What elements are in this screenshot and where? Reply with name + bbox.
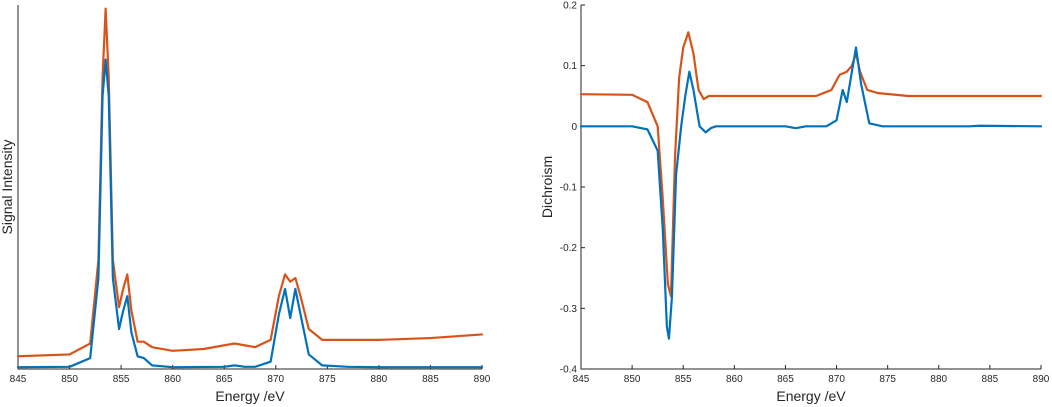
right-x-tick-label: 880 — [930, 374, 947, 385]
right-y-tick-label: 0 — [571, 122, 577, 133]
left-x-tick-label: 850 — [61, 374, 78, 385]
right-x-tick-label: 885 — [982, 374, 999, 385]
left-x-tick-label: 845 — [10, 374, 27, 385]
left-series-group — [16, 7, 484, 369]
left-x-tick-label: 855 — [113, 374, 130, 385]
right-series-line-1 — [579, 46, 1043, 340]
left-axis-box — [17, 5, 482, 370]
right-series-group — [579, 31, 1043, 340]
left-x-tick-label: 870 — [267, 374, 284, 385]
right-y-tick-label: -0.3 — [560, 304, 578, 315]
left-series-line-0 — [16, 7, 484, 358]
right-series-line-0 — [579, 31, 1043, 298]
right-plot-area: 845 850 855 860 865 870 875 880 885 890 -0.4 -0.3 -… — [560, 1, 1050, 386]
left-x-tick-label: 875 — [319, 374, 336, 385]
left-x-tick-label: 860 — [164, 374, 181, 385]
left-series-line-1 — [16, 58, 484, 369]
left-x-tick-label: 865 — [216, 374, 233, 385]
right-y-tick-label: 0.2 — [563, 1, 577, 12]
right-x-tick-label: 845 — [573, 374, 590, 385]
right-x-tick-label: 870 — [828, 374, 845, 385]
right-axis-box — [580, 5, 1041, 370]
right-x-tick-label: 860 — [726, 374, 743, 385]
right-x-tick-label: 875 — [879, 374, 896, 385]
left-x-tick-label: 880 — [371, 374, 388, 385]
right-x-tick-label: 865 — [777, 374, 794, 385]
right-y-tick-label: -0.4 — [560, 365, 578, 376]
left-x-axis-label: Energy /eV — [215, 388, 285, 404]
left-x-tick-label: 890 — [474, 374, 491, 385]
right-x-tick-label: 850 — [624, 374, 641, 385]
left-y-axis-label: Signal Intensity — [0, 140, 15, 235]
right-x-tick-label: 855 — [675, 374, 692, 385]
right-y-tick-label: 0.1 — [563, 61, 577, 72]
left-plot-area: 845 850 855 860 865 870 875 880 885 890 — [10, 5, 491, 385]
right-x-tick-label: 890 — [1033, 374, 1050, 385]
left-panel-signal-intensity: 845 850 855 860 865 870 875 880 885 890 Energy /e… — [0, 5, 491, 404]
left-x-tick-label: 885 — [422, 374, 439, 385]
right-y-tick-label: -0.1 — [560, 183, 578, 194]
right-panel-dichroism: 845 850 855 860 865 870 875 880 885 890 -0.4 -0.3 -… — [539, 1, 1050, 405]
right-x-axis-label: Energy /eV — [776, 388, 846, 404]
right-y-axis-label: Dichroism — [539, 156, 555, 218]
right-x-ticks: 845 850 855 860 865 870 875 880 885 890 — [573, 365, 1050, 385]
right-y-tick-label: -0.2 — [560, 243, 578, 254]
